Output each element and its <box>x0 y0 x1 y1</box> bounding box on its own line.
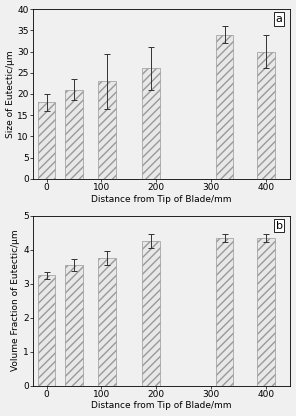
Text: a: a <box>276 14 283 24</box>
Bar <box>38 275 55 386</box>
Bar <box>65 90 83 179</box>
Y-axis label: Volume Fraction of Eutectic/μm: Volume Fraction of Eutectic/μm <box>11 230 20 371</box>
Text: b: b <box>276 221 283 231</box>
Bar <box>38 102 55 179</box>
Bar <box>257 238 275 386</box>
Bar <box>257 52 275 179</box>
Bar <box>142 241 160 386</box>
Bar <box>98 258 116 386</box>
Bar <box>142 69 160 179</box>
Bar <box>98 81 116 179</box>
X-axis label: Distance from Tip of Blade/mm: Distance from Tip of Blade/mm <box>91 195 232 204</box>
Bar <box>65 265 83 386</box>
Y-axis label: Size of Eutectic/μm: Size of Eutectic/μm <box>6 50 15 138</box>
X-axis label: Distance from Tip of Blade/mm: Distance from Tip of Blade/mm <box>91 401 232 411</box>
Bar <box>216 35 234 179</box>
Bar <box>216 238 234 386</box>
